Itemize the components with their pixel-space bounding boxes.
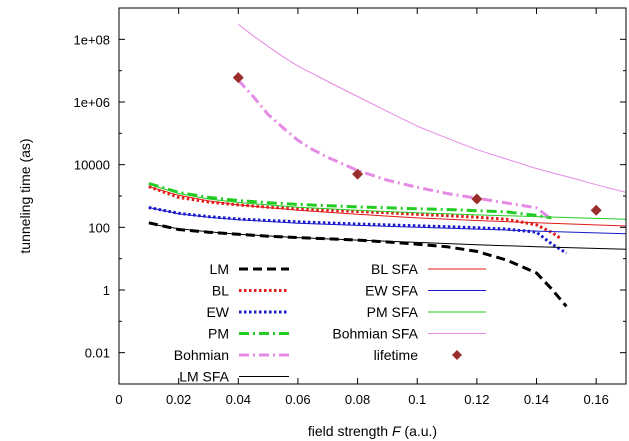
legend-label-bl: BL <box>212 283 229 299</box>
y-tick-label: 0.01 <box>85 346 110 361</box>
y-tick-label: 10000 <box>74 158 110 173</box>
series-line-ew <box>148 206 568 255</box>
series-line-pm-sfa <box>148 183 626 220</box>
x-tick-label: 0.04 <box>226 392 251 407</box>
series-line-ew-sfa <box>148 207 626 235</box>
x-tick-label: 0.14 <box>524 392 549 407</box>
legend-label-pm: PM <box>208 326 229 342</box>
legend-label-lm-sfa: LM SFA <box>179 369 229 385</box>
lifetime-marker <box>590 204 602 216</box>
x-axis-label-variable: F <box>392 423 402 439</box>
series-line-lm-sfa <box>148 223 626 250</box>
x-axis-label-prefix: field strength <box>308 423 392 439</box>
y-tick-label: 100 <box>88 220 110 235</box>
y-axis-label: tunneling time (as) <box>17 138 33 253</box>
plot-lines <box>148 24 626 308</box>
series-line-bl <box>148 185 562 240</box>
y-tick-label: 1e+06 <box>73 95 110 110</box>
y-axis-ticks: 0.01 1 100 10000 1e+06 1e+08 <box>73 7 626 385</box>
legend-swatch-lifetime <box>452 350 462 360</box>
lifetime-marker <box>232 72 244 84</box>
series-line-bohmian <box>237 79 553 221</box>
x-tick-label: 0.08 <box>345 392 370 407</box>
legend-label-bohmian: Bohmian <box>174 347 229 363</box>
legend-label-bl-sfa: BL SFA <box>371 261 419 277</box>
x-tick-label: 0.06 <box>285 392 310 407</box>
x-axis-ticks: 0 0.02 0.04 0.06 0.08 0.1 0.12 0.14 0.16 <box>115 8 609 407</box>
x-axis-label: field strength F (a.u.) <box>308 423 437 439</box>
y-tick-label: 1e+08 <box>73 32 110 47</box>
lifetime-marker <box>471 193 483 205</box>
legend-label-bohmian-sfa: Bohmian SFA <box>332 326 418 342</box>
x-tick-label: 0.02 <box>166 392 191 407</box>
x-tick-label: 0.1 <box>408 392 426 407</box>
lifetime-markers <box>232 72 602 216</box>
x-tick-label: 0 <box>115 392 122 407</box>
x-tick-label: 0.16 <box>584 392 609 407</box>
x-tick-label: 0.12 <box>464 392 489 407</box>
legend-label-ew-sfa: EW SFA <box>365 283 419 299</box>
legend-label-pm-sfa: PM SFA <box>367 304 419 320</box>
y-tick-label: 1 <box>103 283 110 298</box>
x-axis-label-suffix: (a.u.) <box>401 423 438 439</box>
legend-label-ew: EW <box>206 304 229 320</box>
legend-label-lifetime: lifetime <box>374 347 419 363</box>
legend-label-lm: LM <box>210 261 229 277</box>
series-line-bohmian-sfa <box>237 24 626 193</box>
lifetime-marker <box>352 168 364 180</box>
legend: LM BL EW PM Bohmian LM SFA BL SFA EW SFA PM SFA B… <box>174 261 486 385</box>
series-line-bl-sfa <box>148 186 626 227</box>
